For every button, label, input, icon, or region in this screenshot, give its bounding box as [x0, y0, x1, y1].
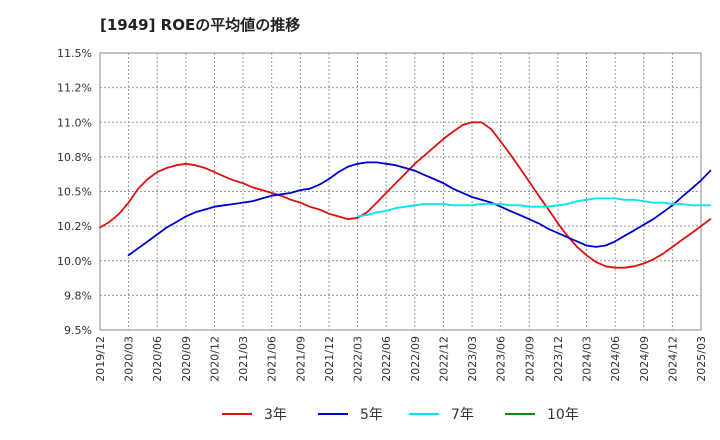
series-layer [99, 121, 712, 269]
x-tick-label: 2021/09 [294, 336, 307, 382]
x-tick-label: 2024/12 [666, 336, 679, 382]
series-line-7年 [356, 197, 712, 218]
x-tick-label: 2020/09 [180, 336, 193, 382]
legend-label-5年: 5年 [360, 407, 383, 423]
y-tick-label: 10.8% [57, 151, 92, 164]
x-tick-label: 2020/12 [208, 336, 221, 382]
x-tick-label: 2023/03 [466, 336, 479, 382]
chart-title: [1949] ROEの平均値の推移 [100, 16, 301, 34]
y-tick-label: 11.5% [57, 47, 92, 60]
y-tick-label: 11.2% [57, 82, 92, 95]
legend: 3年 5年 7年 10年 [222, 407, 579, 423]
y-tick-label: 9.8% [64, 289, 92, 302]
x-tick-label: 2023/12 [552, 336, 565, 382]
x-tick-label: 2022/12 [437, 336, 450, 382]
x-tick-label: 2022/09 [409, 336, 422, 382]
x-tick-label: 2019/12 [94, 336, 107, 382]
y-tick-label: 10.2% [57, 220, 92, 233]
x-tick-label: 2024/06 [609, 336, 622, 382]
y-tick-label: 11.0% [57, 116, 92, 129]
x-tick-label: 2020/03 [123, 336, 136, 382]
series-line-5年 [127, 161, 712, 257]
y-tick-label: 9.5% [64, 324, 92, 337]
x-tick-label: 2022/06 [380, 336, 393, 382]
x-tick-label: 2021/03 [237, 336, 250, 382]
y-tick-label: 10.5% [57, 186, 92, 199]
x-tick-label: 2020/06 [151, 336, 164, 382]
x-tick-label: 2021/06 [266, 336, 279, 382]
x-tick-label: 2023/09 [523, 336, 536, 382]
x-tick-label: 2021/12 [323, 336, 336, 382]
grid-layer [99, 52, 702, 331]
legend-label-7年: 7年 [451, 407, 474, 423]
x-tick-label: 2023/06 [495, 336, 508, 382]
y-tick-label: 10.0% [57, 255, 92, 268]
legend-label-10年: 10年 [547, 407, 579, 423]
x-tick-label: 2024/03 [581, 336, 594, 382]
x-tick-label: 2024/09 [638, 336, 651, 382]
x-tick-label: 2025/03 [695, 336, 708, 382]
x-tick-label: 2022/03 [352, 336, 365, 382]
axis-layer: 9.5% 9.8% 10.0% 10.2% 10.5% 10.8% 11.0% 11.2% 11… [57, 47, 708, 382]
series-line-3年 [99, 121, 712, 269]
legend-label-3年: 3年 [264, 407, 287, 423]
